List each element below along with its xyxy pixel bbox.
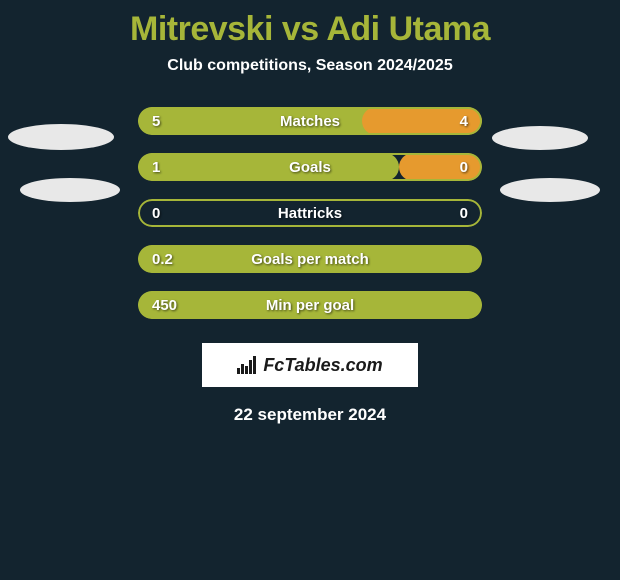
stat-label: Goals — [138, 159, 482, 176]
logo-text: FcTables.com — [263, 355, 382, 376]
value-right: 0 — [460, 159, 468, 176]
player-right-avatar-bot — [500, 178, 600, 202]
subtitle: Club competitions, Season 2024/2025 — [0, 57, 620, 75]
stat-label: Hattricks — [138, 205, 482, 222]
stat-row: 5Matches4 — [138, 107, 482, 135]
stat-row: 450Min per goal — [138, 291, 482, 319]
value-right: 0 — [460, 205, 468, 222]
value-right: 4 — [460, 113, 468, 130]
stat-label: Goals per match — [138, 251, 482, 268]
chart-icon — [237, 356, 257, 374]
date-text: 22 september 2024 — [0, 405, 620, 425]
page-title: Mitrevski vs Adi Utama — [0, 0, 620, 49]
player-right-avatar-top — [492, 126, 588, 150]
fctables-logo[interactable]: FcTables.com — [202, 343, 418, 387]
player-left-avatar-top — [8, 124, 114, 150]
stat-row: 0.2Goals per match — [138, 245, 482, 273]
stat-label: Matches — [138, 113, 482, 130]
stat-row: 1Goals0 — [138, 153, 482, 181]
stat-label: Min per goal — [138, 297, 482, 314]
player-left-avatar-bot — [20, 178, 120, 202]
stat-row: 0Hattricks0 — [138, 199, 482, 227]
